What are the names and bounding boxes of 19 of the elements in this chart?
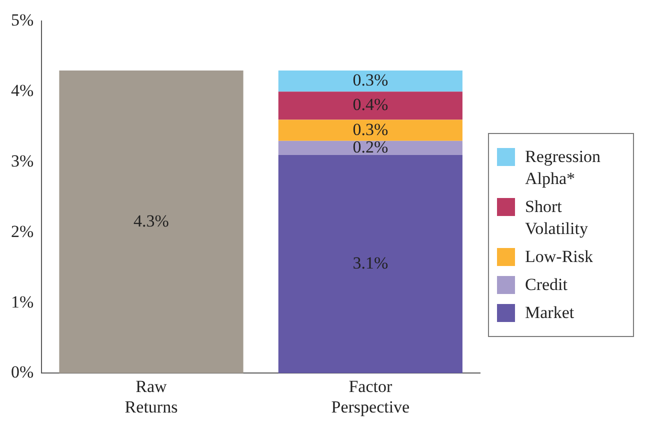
y-tick-label: 5% [10, 10, 34, 30]
x-tick-label: Factor Perspective [331, 376, 410, 416]
data-label: 3.1% [352, 254, 388, 273]
legend-label: Short Volatility [525, 196, 589, 240]
data-label: 0.3% [352, 120, 388, 139]
legend-label: Market [525, 302, 574, 324]
data-label: 0.2% [352, 137, 388, 156]
data-label: 4.3% [134, 211, 169, 230]
y-tick-label: 4% [10, 81, 34, 100]
data-label: 0.4% [352, 95, 388, 114]
legend-label: Credit [525, 274, 568, 296]
data-label: 0.3% [352, 70, 388, 90]
y-tick-label: 2% [10, 222, 34, 241]
y-tick-label: 3% [10, 151, 34, 170]
legend-label: Regression Alpha* [525, 146, 602, 190]
y-tick-label: 1% [10, 292, 34, 312]
legend-label: Low-Risk [525, 246, 593, 268]
x-tick-label: Raw Returns [124, 376, 178, 416]
y-tick-label: 0% [10, 362, 34, 382]
